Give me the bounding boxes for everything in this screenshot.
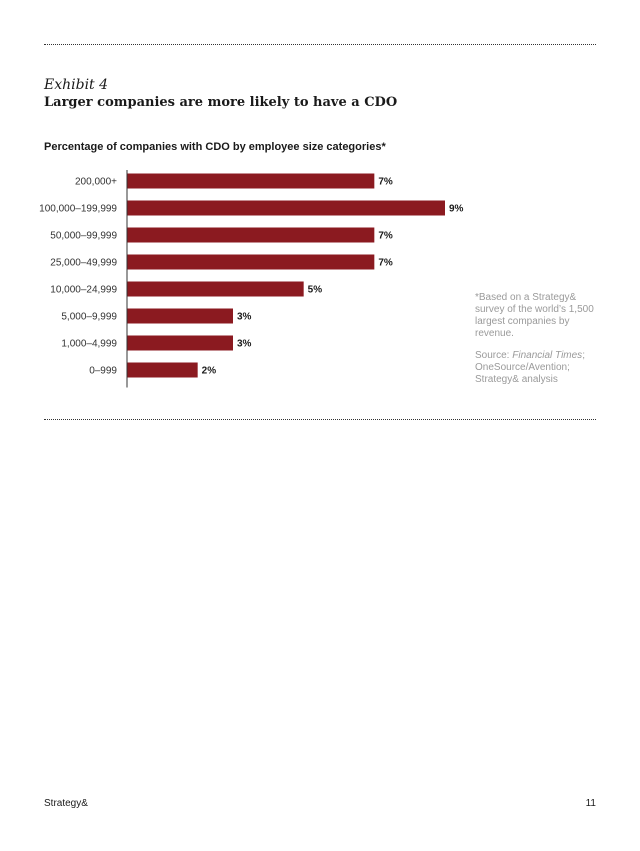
exhibit-label: Exhibit 4	[44, 77, 109, 93]
bar	[127, 173, 375, 189]
bar-chart: 200,000+ 100,000–199,999 50,000–99,999 25,0…	[39, 170, 464, 388]
bar	[127, 308, 233, 324]
bar	[127, 362, 198, 378]
source-prefix: Source:	[475, 350, 513, 361]
category-label: 50,000–99,999	[50, 231, 117, 242]
bar	[127, 254, 375, 270]
source-publication: Financial Times	[512, 350, 583, 361]
category-label: 5,000–9,999	[61, 312, 117, 323]
exhibit-title: Larger companies are more likely to have…	[44, 95, 398, 110]
value-label: 9%	[449, 204, 464, 215]
category-label: 0–999	[89, 366, 117, 377]
value-label: 3%	[237, 339, 252, 350]
value-label: 3%	[237, 312, 252, 323]
bar	[127, 200, 445, 216]
top-divider	[44, 44, 596, 45]
source-note: Source: Financial Times; OneSource/Avent…	[475, 350, 600, 386]
bar	[127, 335, 233, 351]
value-label: 2%	[202, 366, 217, 377]
value-label: 7%	[378, 258, 393, 269]
category-label: 1,000–4,999	[61, 339, 117, 350]
bar	[127, 227, 375, 243]
page-number: 11	[585, 798, 596, 809]
bar	[127, 281, 304, 297]
category-label: 200,000+	[75, 177, 117, 188]
category-label: 100,000–199,999	[39, 204, 117, 215]
bottom-divider	[44, 419, 596, 420]
value-label: 7%	[378, 177, 393, 188]
footnote-text: *Based on a Strategy& survey of the worl…	[475, 292, 594, 339]
category-label: 25,000–49,999	[50, 258, 117, 269]
footer-brand: Strategy&	[44, 798, 88, 809]
category-label: 10,000–24,999	[50, 285, 117, 296]
source-suffix: ; OneSource/Avention; Strategy& analysis	[475, 350, 585, 385]
footnote: *Based on a Strategy& survey of the worl…	[475, 292, 600, 340]
value-label: 5%	[308, 285, 323, 296]
chart-title: Percentage of companies with CDO by empl…	[44, 141, 386, 153]
value-label: 7%	[378, 231, 393, 242]
